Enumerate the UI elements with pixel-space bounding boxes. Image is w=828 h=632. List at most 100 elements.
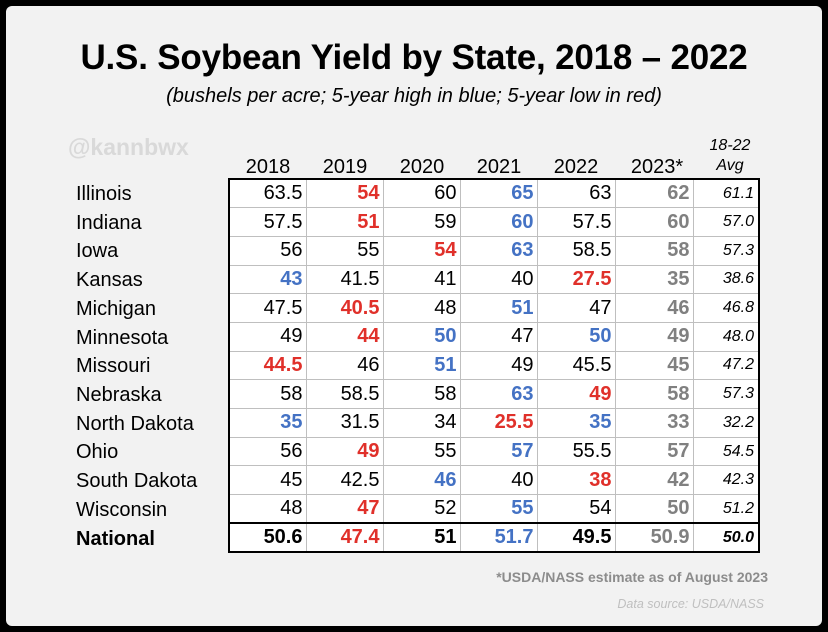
yield-cell: 47.5: [228, 293, 307, 323]
yield-cell: 55.5: [536, 436, 616, 467]
yield-cell: 54: [382, 235, 461, 266]
yield-cell: 43: [228, 264, 307, 295]
column-header: 2022: [553, 156, 599, 178]
yield-cell: 47: [459, 321, 538, 352]
yield-cell: 51: [305, 207, 384, 237]
column-header: 2019: [322, 156, 368, 178]
yield-cell: 55: [305, 235, 384, 266]
yield-cell: 58: [614, 379, 694, 409]
yield-cell: 62: [614, 178, 694, 209]
watermark-handle: @kannbwx: [68, 134, 189, 160]
avg-cell: 48.0: [692, 321, 760, 352]
yield-cell: 58: [614, 235, 694, 266]
column-header: 2021: [476, 156, 522, 178]
yield-cell: 63: [536, 178, 616, 209]
yield-cell: 44: [305, 321, 384, 352]
avg-cell: 61.1: [692, 178, 760, 209]
yield-cell: 47.4: [305, 522, 384, 553]
yield-cell: 58.5: [305, 379, 384, 409]
yield-cell: 59: [382, 207, 461, 237]
yield-cell: 25.5: [459, 408, 538, 438]
yield-cell: 38: [536, 465, 616, 496]
table-row: 47.5 40.5 48 51 47 46 46.8: [228, 293, 760, 323]
table-row: 63.5 54 60 65 63 62 61.1: [228, 178, 760, 209]
table-row: 45 42.5 46 40 38 42 42.3: [228, 465, 760, 496]
yield-cell: 49: [536, 379, 616, 409]
yield-cell: 50.6: [228, 522, 307, 553]
table-row: 48 47 52 55 54 50 51.2: [228, 494, 760, 524]
yield-cell: 50.9: [614, 522, 694, 553]
yield-cell: 49: [228, 321, 307, 352]
yield-cell: 57: [614, 436, 694, 467]
row-label: Illinois: [76, 183, 132, 205]
yield-cell: 50: [382, 321, 461, 352]
row-label: Missouri: [76, 355, 151, 378]
yield-cell: 63: [459, 379, 538, 409]
yield-cell: 58: [382, 379, 461, 409]
yield-cell: 49.5: [536, 522, 616, 553]
yield-cell: 47: [536, 293, 616, 323]
yield-cell: 54: [305, 178, 384, 209]
yield-cell: 27.5: [536, 264, 616, 295]
yield-cell: 41: [382, 264, 461, 295]
chart-subtitle: (bushels per acre; 5-year high in blue; …: [166, 85, 662, 107]
yield-cell: 57.5: [228, 207, 307, 237]
yield-cell: 45.5: [536, 350, 616, 381]
row-label: South Dakota: [76, 470, 198, 492]
column-header: 2023*: [630, 156, 684, 178]
yield-cell: 35: [614, 264, 694, 295]
avg-cell: 47.2: [692, 350, 760, 381]
row-label: Minnesota: [76, 326, 169, 349]
table-row: 35 31.5 34 25.5 35 33 32.2: [228, 408, 760, 438]
row-label: Kansas: [76, 269, 143, 292]
avg-cell: 51.2: [692, 494, 760, 524]
column-header: 2020: [399, 156, 445, 178]
yield-cell: 57: [459, 436, 538, 467]
yield-cell: 33: [614, 408, 694, 438]
yield-cell: 52: [382, 494, 461, 524]
yield-cell: 48: [228, 494, 307, 524]
chart-card: U.S. Soybean Yield by State, 2018 – 2022…: [6, 6, 822, 626]
yield-cell: 63: [459, 235, 538, 266]
yield-cell: 35: [536, 408, 616, 438]
row-label: Ohio: [76, 441, 119, 464]
yield-cell: 65: [459, 178, 538, 209]
yield-cell: 40.5: [305, 293, 384, 323]
yield-cell: 54: [536, 494, 616, 524]
yield-cell: 60: [614, 207, 694, 237]
row-label: Nebraska: [76, 383, 162, 406]
yield-cell: 51: [459, 293, 538, 323]
yield-cell: 56: [228, 436, 307, 467]
table-row: 57.5 51 59 60 57.5 60 57.0: [228, 207, 760, 237]
yield-cell: 63.5: [228, 178, 307, 209]
yield-cell: 57.5: [536, 207, 616, 237]
avg-cell: 57.3: [692, 379, 760, 409]
yield-cell: 47: [305, 494, 384, 524]
row-label: Michigan: [76, 297, 157, 320]
yield-cell: 42.5: [305, 465, 384, 496]
yield-cell: 56: [228, 235, 307, 266]
row-label: North Dakota: [76, 412, 194, 435]
row-label: National: [76, 528, 155, 551]
yield-cell: 45: [614, 350, 694, 381]
yield-cell: 58.5: [536, 235, 616, 266]
yield-cell: 45: [228, 465, 307, 496]
yield-cell: 60: [459, 207, 538, 237]
row-label: Iowa: [76, 240, 119, 263]
table-row: 56 49 55 57 55.5 57 54.5: [228, 436, 760, 467]
yield-cell: 49: [614, 321, 694, 352]
yield-cell: 58: [228, 379, 307, 409]
avg-cell: 42.3: [692, 465, 760, 496]
yield-cell: 55: [382, 436, 461, 467]
yield-cell: 46: [305, 350, 384, 381]
yield-cell: 49: [305, 436, 384, 467]
yield-cell: 34: [382, 408, 461, 438]
table-row: 43 41.5 41 40 27.5 35 38.6: [228, 264, 760, 295]
yield-cell: 35: [228, 408, 307, 438]
yield-cell: 46: [382, 465, 461, 496]
table-row: 58 58.5 58 63 49 58 57.3: [228, 379, 760, 409]
avg-cell: 32.2: [692, 408, 760, 438]
avg-cell: 38.6: [692, 264, 760, 295]
avg-cell: 57.3: [692, 235, 760, 266]
avg-cell: 57.0: [692, 207, 760, 237]
